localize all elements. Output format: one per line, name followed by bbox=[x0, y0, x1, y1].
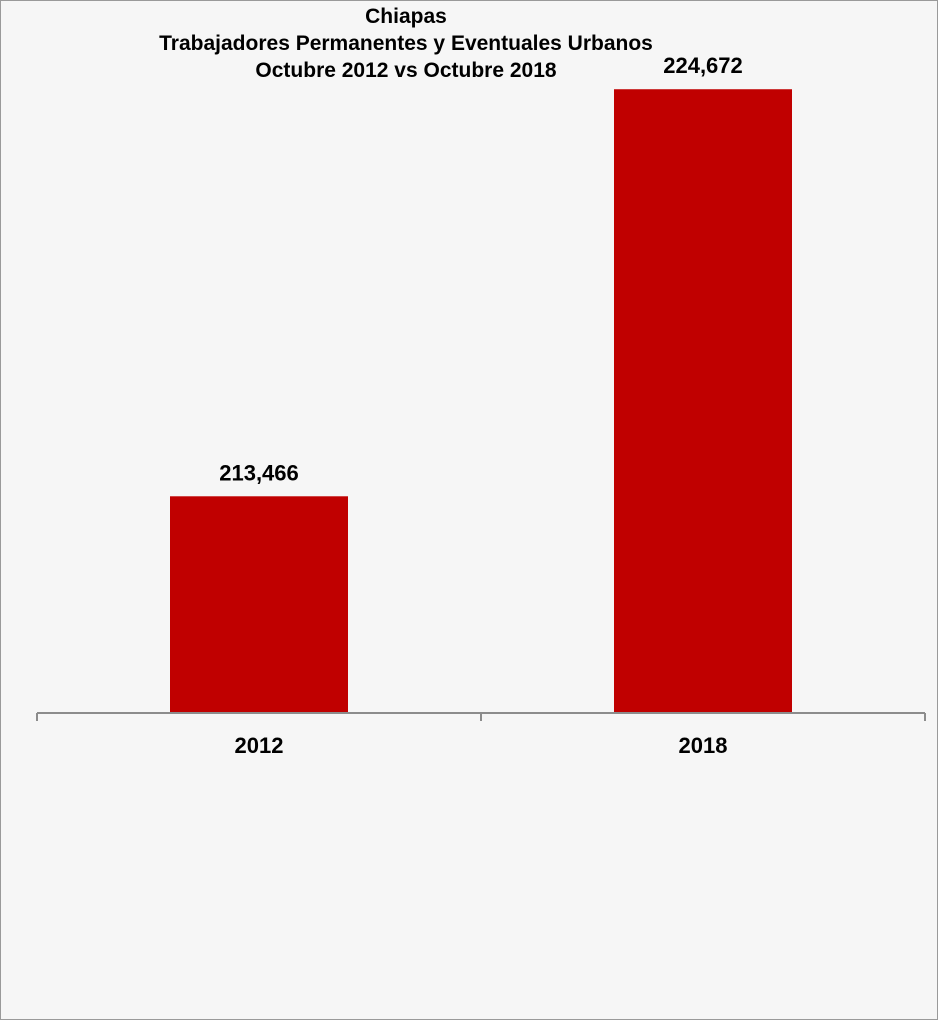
chart-title-line-3: Octubre 2012 vs Octubre 2018 bbox=[255, 59, 557, 82]
x-tick-label-2018: 2018 bbox=[679, 733, 728, 758]
chart-title-line-2: Trabajadores Permanentes y Eventuales Ur… bbox=[159, 32, 653, 55]
x-axis bbox=[36, 712, 926, 721]
data-label-2012: 213,466 bbox=[219, 460, 299, 485]
chart-title-line-1: Chiapas bbox=[365, 5, 447, 28]
bar-2012 bbox=[170, 496, 348, 713]
bars-layer bbox=[170, 89, 792, 713]
bar-2018 bbox=[614, 89, 792, 713]
chart-title: Chiapas Trabajadores Permanentes y Event… bbox=[1, 3, 811, 84]
data-label-2018: 224,672 bbox=[663, 53, 743, 78]
x-tick-label-2012: 2012 bbox=[235, 733, 284, 758]
labels-layer: 213,466 2012 224,672 2018 bbox=[219, 53, 743, 758]
